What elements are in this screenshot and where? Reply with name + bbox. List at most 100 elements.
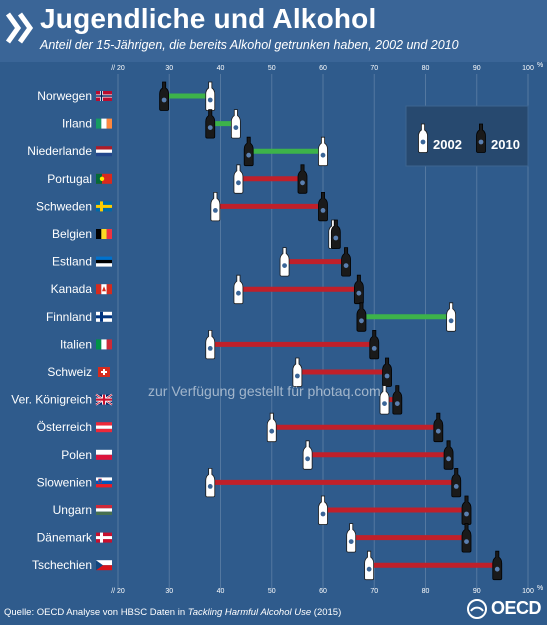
flag-icon-niederlande [96,146,112,157]
bottle-marker [210,191,221,222]
x-tick-label: 60 [319,65,327,72]
flag-icon-schweden [96,201,112,212]
flag-icon-norwegen [96,91,112,101]
bottle-marker [205,467,216,498]
legend-label-2010: 2010 [491,137,520,152]
x-tick-label: 100 [522,65,534,72]
x-tick-label: // 20 [111,588,125,595]
x-tick-label: 80 [422,588,430,595]
bottle-marker [318,136,328,167]
country-label: Polen [61,448,92,462]
watermark: zur Verfügung gestellt für photaq.com [148,383,381,399]
page-subtitle: Anteil der 15-Jährigen, die bereits Alko… [40,38,459,52]
bottle-marker [266,412,277,443]
flag-icon-portugal [96,173,112,184]
x-tick-label: 50 [268,65,276,72]
bottle-marker [446,302,457,332]
country-label: Belgien [52,227,92,241]
bottle-marker [443,440,454,470]
bottle-marker [369,329,380,360]
source-note: Quelle: OECD Analyse von HBSC Daten in T… [4,607,341,618]
country-label: Schweden [36,199,92,213]
oecd-logo-text: OECD [490,598,542,618]
x-tick-label: 90 [473,588,481,595]
bottle-marker [461,523,472,553]
bottle-marker [356,302,367,332]
bottle-marker [297,164,308,194]
bottle-marker [205,329,216,360]
country-label: Dänemark [37,531,93,545]
country-label: Ungarn [53,503,92,517]
bottle-marker [476,123,486,153]
flag-icon-estland [96,256,112,267]
country-label: Italien [60,337,92,351]
bottle-marker [492,550,503,581]
country-label: Schweiz [47,365,92,379]
source-suffix: (2015) [311,607,342,618]
x-unit-label: % [537,62,543,69]
bottle-marker [292,357,303,387]
bottle-marker [364,550,375,581]
x-tick-label: 30 [165,588,173,595]
bottle-marker [230,109,241,139]
country-label: Portugal [47,172,92,186]
bottle-marker [233,274,244,305]
flag-icon-finnland [96,311,112,322]
bottle-marker [330,219,341,249]
flag-icon-slowenien [96,477,112,488]
bottle-marker [205,109,216,139]
x-tick-label: 40 [217,588,225,595]
oecd-globe-icon [466,598,487,619]
flag-icon-kanada [96,284,112,295]
country-label: Österreich [37,420,92,434]
country-label: Ver. Königreich [11,393,92,407]
bottle-marker [318,191,328,222]
x-tick-label: // 20 [111,65,125,72]
bottle-marker [418,123,428,153]
source-prefix: Quelle: OECD Analyse von HBSC Daten in [4,607,188,618]
x-unit-label: % [537,585,543,592]
x-tick-label: 60 [319,588,327,595]
bottle-marker [233,164,244,194]
country-label: Slowenien [37,475,92,489]
bottle-marker [451,467,462,498]
flag-icon-dänemark [96,532,112,543]
header-bar [0,0,547,62]
flag-icon-tschechien [96,560,112,571]
x-tick-label: 50 [268,588,276,595]
bottle-marker [392,385,403,415]
x-tick-label: 40 [217,65,225,72]
x-tick-label: 80 [422,65,430,72]
flag-icon-ver-königreich [95,393,113,406]
legend-label-2002: 2002 [433,137,462,152]
bottle-marker [205,81,216,111]
country-label: Norwegen [37,89,92,103]
oecd-logo: OECD [466,598,542,619]
flag-icon-italien [96,339,112,350]
chevron-double-icon [6,12,34,44]
bottle-marker [461,495,472,525]
bottle-marker [318,495,328,525]
bottle-marker [279,247,290,277]
bottle-marker [433,412,444,443]
x-tick-label: 30 [165,65,173,72]
bottle-marker [346,523,357,553]
x-tick-label: 70 [370,588,378,595]
country-label: Niederlande [27,144,92,158]
bottle-marker [379,385,390,415]
bottle-marker [341,247,351,277]
bottle-marker [302,440,313,470]
x-tick-label: 100 [522,588,534,595]
x-tick-label: 90 [473,65,481,72]
country-label: Kanada [51,282,93,296]
bottle-marker [382,357,392,387]
source-title: Tackling Harmful Alcohol Use [187,607,312,618]
flag-icon-ungarn [96,505,112,515]
flag-icon-österreich [96,422,112,433]
country-label: Irland [62,117,92,131]
bottle-marker [353,274,364,305]
country-label: Finnland [46,310,92,324]
flag-icon-schweiz [98,367,110,377]
bottle-marker [159,81,170,111]
